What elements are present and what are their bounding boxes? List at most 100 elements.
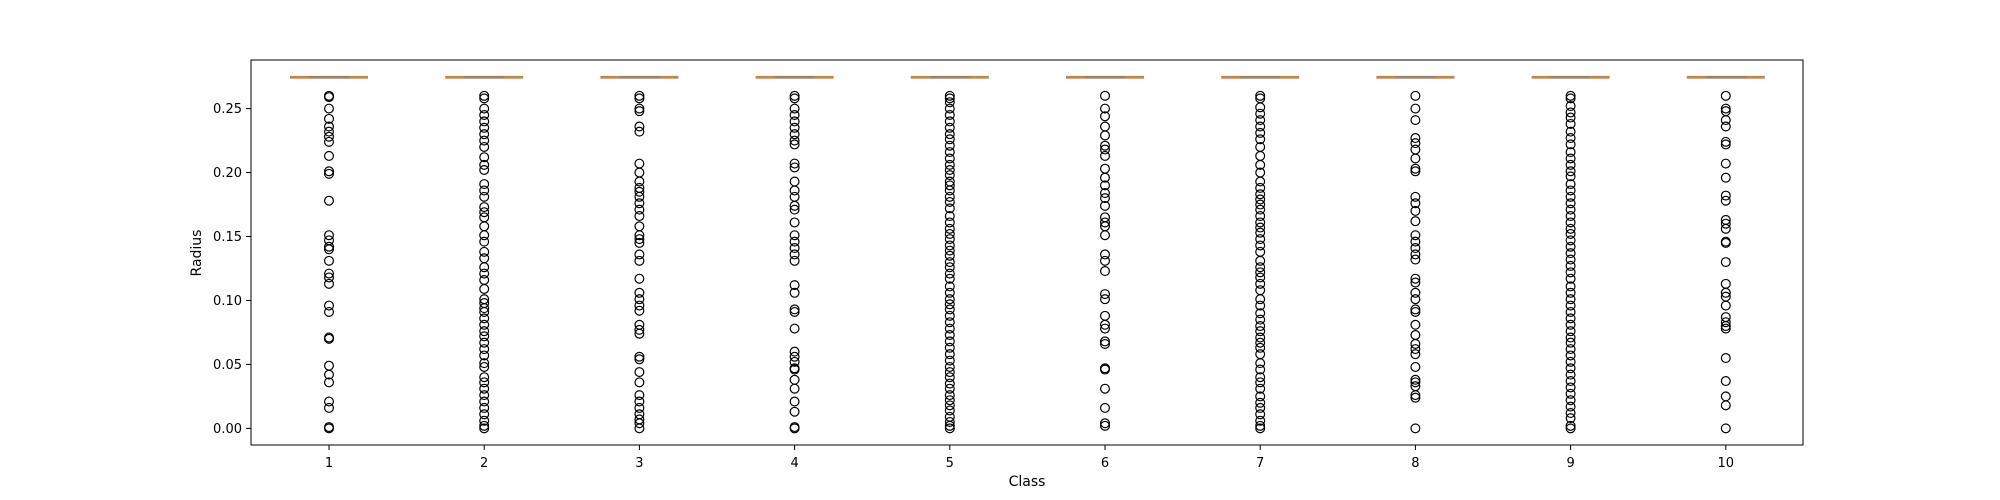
outlier-point <box>1099 130 1110 141</box>
outlier-point <box>479 415 490 426</box>
outlier-point <box>1720 121 1731 132</box>
outlier-point <box>1255 294 1266 305</box>
outlier-point <box>634 221 645 232</box>
outlier-point <box>789 204 800 215</box>
outlier-point <box>1410 230 1421 241</box>
outlier-point <box>944 191 955 202</box>
outlier-point <box>1720 90 1731 101</box>
outlier-point <box>789 364 800 375</box>
outlier-point <box>1565 185 1576 196</box>
outlier-point <box>944 281 955 292</box>
outlier-point <box>944 273 955 284</box>
outlier-point <box>1255 108 1266 119</box>
outlier-point <box>1410 236 1421 247</box>
outlier-point <box>479 135 490 146</box>
outlier-point <box>1720 158 1731 169</box>
outlier-point <box>479 402 490 413</box>
outlier-point <box>944 299 955 310</box>
outlier-point <box>479 350 490 361</box>
outlier-point <box>944 147 955 158</box>
outlier-point <box>324 255 335 266</box>
outlier-point <box>944 287 955 298</box>
outlier-point <box>1255 246 1266 257</box>
outlier-point <box>944 140 955 151</box>
outlier-point <box>944 330 955 341</box>
outlier-point <box>1255 349 1266 360</box>
outlier-point <box>1565 423 1576 434</box>
outlier-point <box>1255 342 1266 353</box>
outlier-point <box>1565 306 1576 317</box>
outlier-point <box>1410 144 1421 155</box>
outlier-point <box>324 150 335 161</box>
outlier-point <box>944 129 955 140</box>
outlier-point <box>1565 287 1576 298</box>
outlier-point <box>1565 294 1576 305</box>
outlier-point <box>1099 180 1110 191</box>
outlier-point <box>1410 163 1421 174</box>
outlier-point <box>324 268 335 279</box>
outlier-point <box>1410 338 1421 349</box>
outlier-point <box>1255 332 1266 343</box>
outlier-point <box>1099 90 1110 101</box>
outlier-point <box>1720 257 1731 268</box>
outlier-point <box>944 361 955 372</box>
outlier-point <box>1565 420 1576 431</box>
outlier-point <box>789 406 800 417</box>
outlier-point <box>1255 409 1266 420</box>
outlier-point <box>1565 382 1576 393</box>
outlier-point <box>944 420 955 431</box>
outlier-point <box>1565 223 1576 234</box>
outlier-point <box>1255 402 1266 413</box>
x-tick-label: 1 <box>325 456 333 471</box>
y-tick-label: 0.00 <box>213 422 242 437</box>
outlier-point <box>1410 249 1421 260</box>
outlier-point <box>634 351 645 362</box>
outlier-point <box>1255 278 1266 289</box>
outlier-point <box>944 122 955 133</box>
outlier-point <box>1410 115 1421 126</box>
outlier-point <box>1410 273 1421 284</box>
outlier-point <box>944 240 955 251</box>
outlier-point <box>1255 314 1266 325</box>
outlier-point <box>1255 222 1266 233</box>
outlier-point <box>479 103 490 114</box>
outlier-point <box>634 390 645 401</box>
outlier-point <box>1255 240 1266 251</box>
outlier-point <box>1255 189 1266 200</box>
outlier-point <box>1410 287 1421 298</box>
outlier-point <box>1255 272 1266 283</box>
outlier-point <box>479 303 490 314</box>
outlier-point <box>634 409 645 420</box>
outlier-point <box>1410 166 1421 177</box>
outlier-point <box>1720 400 1731 411</box>
outlier-point <box>1565 107 1576 118</box>
outlier-point <box>944 349 955 360</box>
outlier-point <box>479 313 490 324</box>
outlier-point <box>1565 260 1576 271</box>
x-tick-label: 4 <box>790 456 798 471</box>
outlier-point <box>324 195 335 206</box>
outlier-point <box>1720 391 1731 402</box>
outlier-point <box>634 198 645 209</box>
outlier-point <box>789 200 800 211</box>
outlier-point <box>479 236 490 247</box>
outlier-point <box>1410 423 1421 434</box>
outlier-point <box>634 186 645 197</box>
outlier-point <box>789 217 800 228</box>
outlier-point <box>1099 255 1110 266</box>
outlier-point <box>944 217 955 228</box>
outlier-point <box>1255 255 1266 266</box>
outlier-point <box>1255 227 1266 238</box>
outlier-point <box>324 402 335 413</box>
y-tick-label: 0.20 <box>213 166 242 181</box>
outlier-point <box>479 152 490 163</box>
plot-area-frame <box>250 59 1804 446</box>
outlier-point <box>634 377 645 388</box>
outlier-point <box>944 196 955 207</box>
outlier-point <box>944 116 955 127</box>
outlier-point <box>634 396 645 407</box>
outlier-point <box>944 159 955 170</box>
outlier-point <box>944 211 955 222</box>
outlier-point <box>1410 377 1421 388</box>
